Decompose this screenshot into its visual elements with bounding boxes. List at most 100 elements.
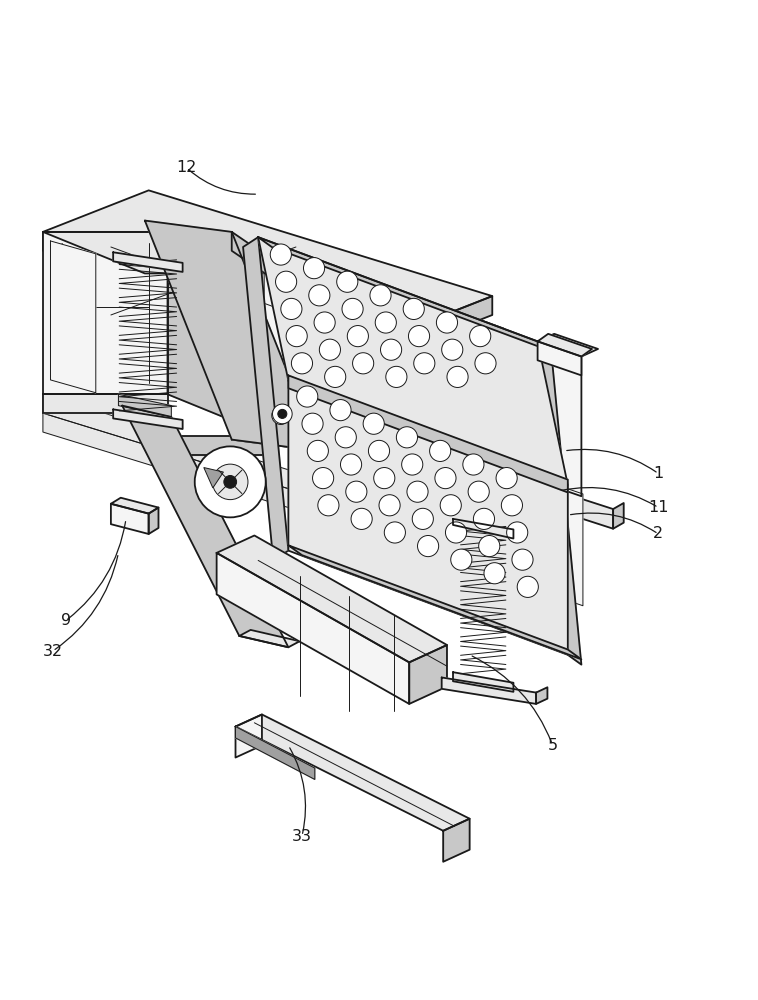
Polygon shape bbox=[436, 319, 488, 477]
Circle shape bbox=[273, 404, 292, 424]
Circle shape bbox=[330, 400, 351, 421]
Text: 33: 33 bbox=[292, 829, 312, 844]
Polygon shape bbox=[122, 406, 288, 647]
Polygon shape bbox=[217, 553, 409, 704]
Circle shape bbox=[463, 454, 484, 475]
Polygon shape bbox=[240, 630, 299, 647]
Circle shape bbox=[396, 427, 418, 448]
Polygon shape bbox=[145, 221, 318, 451]
Circle shape bbox=[276, 271, 296, 292]
Polygon shape bbox=[113, 252, 183, 272]
Text: 11: 11 bbox=[648, 500, 669, 515]
Polygon shape bbox=[243, 237, 288, 560]
Polygon shape bbox=[307, 308, 349, 458]
Polygon shape bbox=[409, 645, 447, 704]
Polygon shape bbox=[232, 326, 387, 451]
Circle shape bbox=[381, 339, 402, 360]
Circle shape bbox=[303, 258, 324, 279]
Circle shape bbox=[324, 366, 346, 387]
Circle shape bbox=[296, 386, 318, 407]
Circle shape bbox=[346, 481, 367, 502]
Text: 5: 5 bbox=[547, 738, 558, 753]
Polygon shape bbox=[51, 241, 96, 393]
Polygon shape bbox=[43, 394, 168, 413]
Circle shape bbox=[335, 427, 356, 448]
Polygon shape bbox=[43, 394, 387, 519]
Circle shape bbox=[407, 481, 428, 502]
Polygon shape bbox=[537, 341, 581, 375]
Circle shape bbox=[496, 468, 517, 489]
Polygon shape bbox=[436, 310, 503, 338]
Polygon shape bbox=[204, 468, 224, 488]
Polygon shape bbox=[453, 672, 513, 692]
Circle shape bbox=[370, 285, 391, 306]
Circle shape bbox=[374, 468, 395, 489]
Circle shape bbox=[195, 446, 266, 517]
Polygon shape bbox=[413, 455, 518, 508]
Polygon shape bbox=[118, 394, 171, 417]
Circle shape bbox=[272, 406, 290, 424]
Circle shape bbox=[318, 495, 339, 516]
Circle shape bbox=[368, 440, 390, 461]
Circle shape bbox=[352, 353, 374, 374]
Polygon shape bbox=[113, 409, 183, 429]
Circle shape bbox=[319, 339, 340, 360]
Text: 12: 12 bbox=[176, 160, 196, 175]
Polygon shape bbox=[258, 237, 551, 351]
Circle shape bbox=[446, 522, 467, 543]
Polygon shape bbox=[613, 503, 624, 529]
Polygon shape bbox=[515, 477, 613, 529]
Circle shape bbox=[479, 535, 500, 557]
Circle shape bbox=[363, 413, 384, 434]
Circle shape bbox=[375, 312, 396, 333]
Polygon shape bbox=[168, 436, 270, 455]
Circle shape bbox=[402, 454, 423, 475]
Polygon shape bbox=[453, 519, 513, 539]
Polygon shape bbox=[288, 545, 581, 659]
Polygon shape bbox=[232, 232, 387, 357]
Circle shape bbox=[309, 285, 330, 306]
Polygon shape bbox=[537, 334, 598, 357]
Circle shape bbox=[470, 326, 490, 347]
Circle shape bbox=[475, 353, 496, 374]
Circle shape bbox=[342, 298, 363, 320]
Polygon shape bbox=[536, 687, 547, 704]
Polygon shape bbox=[518, 483, 530, 508]
Circle shape bbox=[302, 413, 323, 434]
Circle shape bbox=[512, 549, 533, 570]
Polygon shape bbox=[265, 262, 296, 443]
Circle shape bbox=[517, 576, 538, 597]
Polygon shape bbox=[537, 341, 581, 665]
Circle shape bbox=[347, 326, 368, 347]
Polygon shape bbox=[288, 381, 568, 655]
Circle shape bbox=[414, 353, 435, 374]
Polygon shape bbox=[111, 504, 149, 534]
Polygon shape bbox=[236, 714, 262, 758]
Circle shape bbox=[212, 464, 248, 500]
Circle shape bbox=[384, 522, 406, 543]
Polygon shape bbox=[43, 190, 492, 338]
Circle shape bbox=[291, 353, 312, 374]
Polygon shape bbox=[537, 334, 592, 357]
Polygon shape bbox=[111, 498, 158, 514]
Circle shape bbox=[412, 508, 434, 529]
Polygon shape bbox=[149, 508, 158, 534]
Polygon shape bbox=[43, 413, 518, 538]
Circle shape bbox=[403, 298, 424, 320]
Circle shape bbox=[506, 522, 528, 543]
Circle shape bbox=[286, 326, 307, 347]
Polygon shape bbox=[236, 727, 315, 779]
Circle shape bbox=[474, 508, 494, 529]
Polygon shape bbox=[288, 375, 568, 492]
Polygon shape bbox=[168, 232, 270, 436]
Circle shape bbox=[386, 366, 407, 387]
Circle shape bbox=[468, 481, 489, 502]
Circle shape bbox=[224, 475, 236, 488]
Text: 1: 1 bbox=[653, 466, 663, 481]
Circle shape bbox=[430, 440, 451, 461]
Circle shape bbox=[501, 495, 522, 516]
Circle shape bbox=[340, 454, 362, 475]
Circle shape bbox=[307, 440, 328, 461]
Text: 9: 9 bbox=[61, 613, 70, 628]
Circle shape bbox=[435, 468, 456, 489]
